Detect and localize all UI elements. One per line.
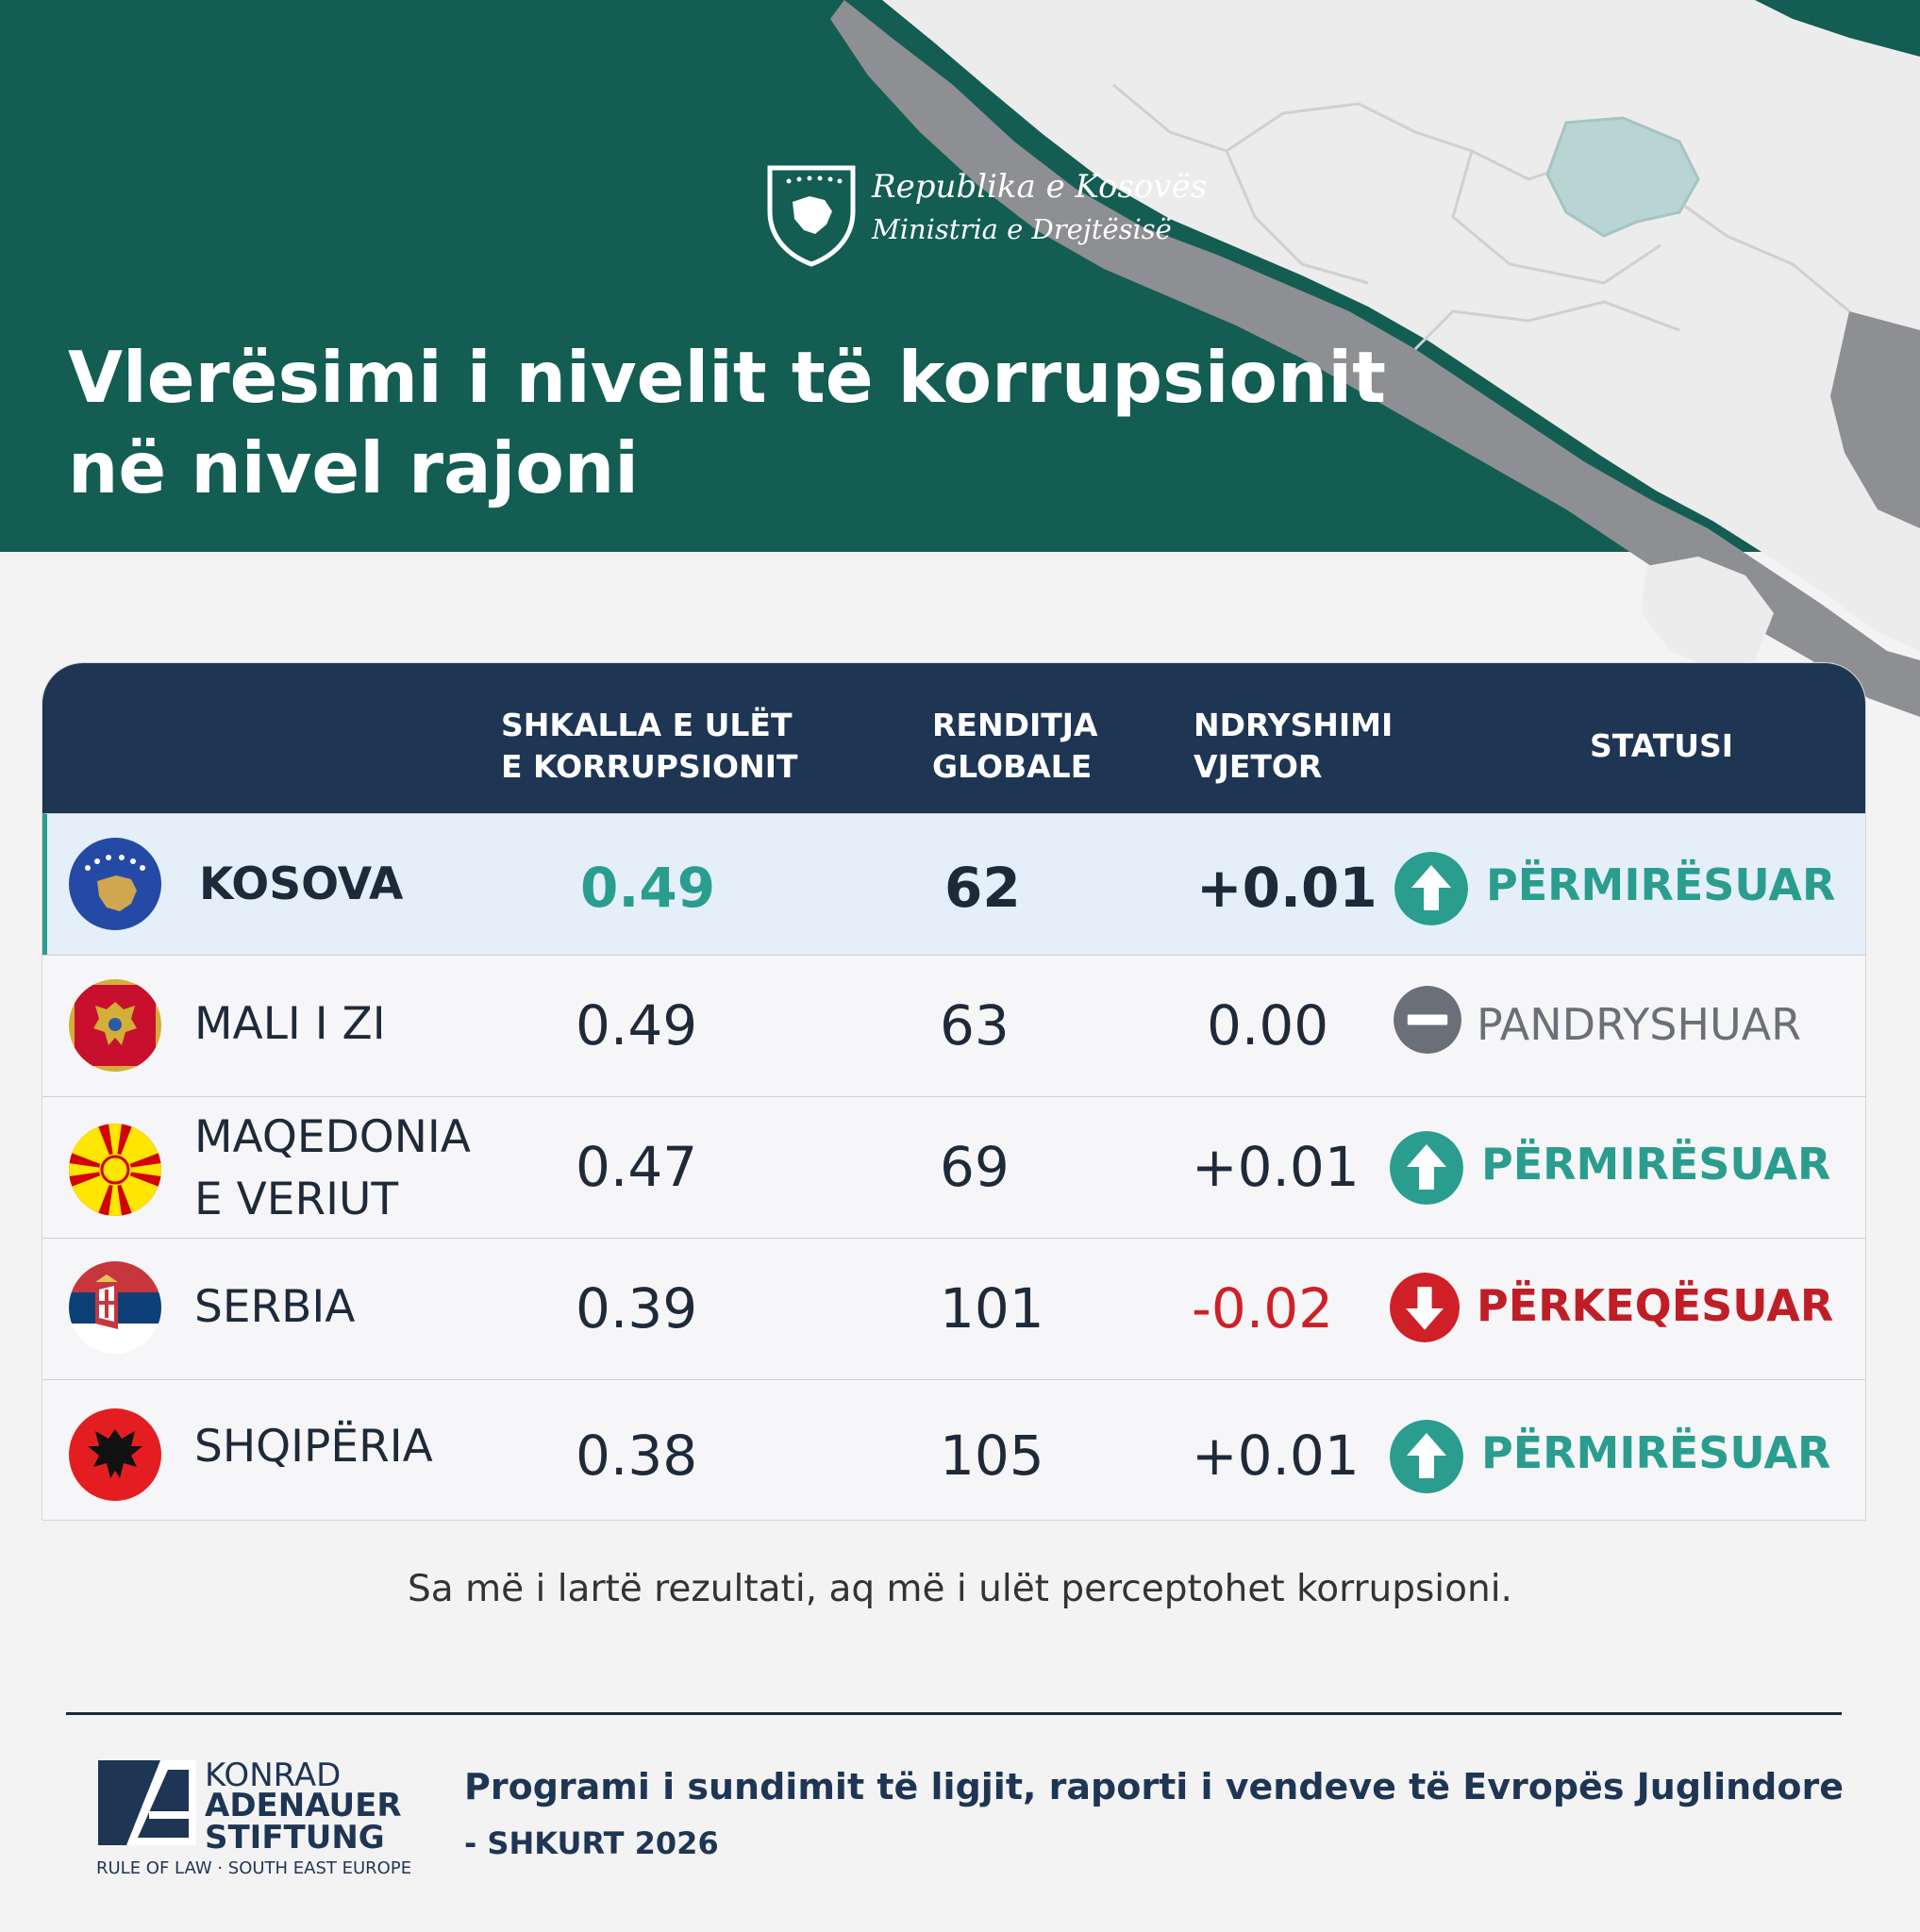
change-value: +0.01 [1192, 1424, 1360, 1488]
header-rank: RENDITJA GLOBALE [932, 707, 1098, 785]
table-row: SHQIPËRIA 0.38 105 +0.01 PËRMIRËSUAR [42, 1379, 1865, 1520]
country-name: SERBIA [194, 1281, 356, 1333]
status-label: PANDRYSHUAR [1477, 999, 1802, 1050]
rank-value: 62 [944, 856, 1021, 920]
arrow-up-icon [1390, 1420, 1463, 1493]
ministry-logo: Republika e Kosovës Ministria e Drejtësi… [766, 162, 1207, 268]
kas-name-line3: STIFTUNG [205, 1819, 385, 1857]
balkan-map-graphic [830, 0, 1920, 717]
kas-name-line2: ADENAUER [205, 1787, 402, 1824]
rank-value: 63 [940, 993, 1010, 1058]
footer-divider [66, 1712, 1842, 1715]
country-name: SHQIPËRIA [194, 1421, 433, 1473]
table-header: SHKALLA E ULËT E KORRUPSIONIT RENDITJA G… [42, 663, 1865, 813]
change-value: 0.00 [1207, 993, 1329, 1058]
score-value: 0.38 [576, 1424, 698, 1488]
change-value: -0.02 [1192, 1276, 1334, 1341]
rank-value: 101 [940, 1276, 1044, 1341]
source-date: - SHKURT 2026 [464, 1825, 719, 1861]
page-title-line2: në nivel rajoni [68, 426, 639, 509]
albania-flag-icon [69, 1408, 161, 1501]
north-macedonia-flag-icon [69, 1124, 161, 1216]
rank-value: 69 [940, 1135, 1010, 1199]
table-row: MAQEDONIA E VERIUT 0.47 69 +0.01 PËRMIRË… [42, 1096, 1865, 1238]
header-change: NDRYSHIMI VJETOR [1194, 707, 1394, 785]
kas-tagline: RULE OF LAW · SOUTH EAST EUROPE [96, 1858, 412, 1878]
status-label: PËRMIRËSUAR [1481, 1139, 1831, 1190]
table-row: SERBIA 0.39 101 -0.02 PËRKEQËSUAR [42, 1238, 1865, 1379]
serbia-flag-icon [69, 1261, 161, 1354]
kas-emblem-icon [98, 1760, 196, 1845]
ministry-logo-line1: Republika e Kosovës [872, 168, 1208, 206]
score-value: 0.47 [576, 1135, 698, 1199]
ministry-logo-line2: Ministria e Drejtësisë [872, 213, 1172, 245]
change-value: +0.01 [1192, 1135, 1360, 1199]
kas-logo: KONRAD ADENAUER STIFTUNG RULE OF LAW · S… [94, 1757, 411, 1879]
arrow-down-icon [1390, 1273, 1460, 1342]
table-row: MALI I ZI 0.49 63 0.00 PANDRYSHUAR [42, 955, 1865, 1096]
status-label: PËRMIRËSUAR [1486, 859, 1836, 910]
minus-icon [1394, 986, 1461, 1054]
table-row: KOSOVA 0.49 62 +0.01 PËRMIRËSUAR [42, 813, 1865, 955]
arrow-up-icon [1394, 852, 1468, 925]
page-title: Vlerësimi i nivelit të korrupsionit në n… [68, 332, 1389, 513]
score-value: 0.39 [576, 1276, 698, 1341]
rank-value: 105 [940, 1424, 1044, 1488]
country-name: KOSOVA [199, 858, 404, 910]
corruption-table: SHKALLA E ULËT E KORRUPSIONIT RENDITJA G… [42, 662, 1866, 1521]
change-value: +0.01 [1196, 856, 1377, 920]
arrow-up-icon [1390, 1131, 1463, 1205]
page-title-line1: Vlerësimi i nivelit të korrupsionit [68, 336, 1386, 419]
kosovo-flag-icon [69, 838, 161, 930]
status-label: PËRKEQËSUAR [1477, 1280, 1834, 1331]
score-value: 0.49 [580, 856, 716, 920]
header-score: SHKALLA E ULËT E KORRUPSIONIT [501, 707, 798, 785]
country-name: MALI I ZI [194, 998, 386, 1050]
footnote: Sa më i lartë rezultati, aq më i ulët pe… [408, 1568, 1512, 1610]
source-title: Programi i sundimit të ligjit, raporti i… [464, 1766, 1844, 1807]
kosovo-shield-icon [767, 165, 856, 267]
header-status: STATUSI [1590, 727, 1734, 764]
montenegro-flag-icon [69, 979, 161, 1072]
country-name: MAQEDONIA E VERIUT [194, 1111, 471, 1225]
kas-name-line1: KONRAD [205, 1757, 342, 1794]
status-label: PËRMIRËSUAR [1481, 1427, 1831, 1478]
score-value: 0.49 [576, 993, 698, 1058]
